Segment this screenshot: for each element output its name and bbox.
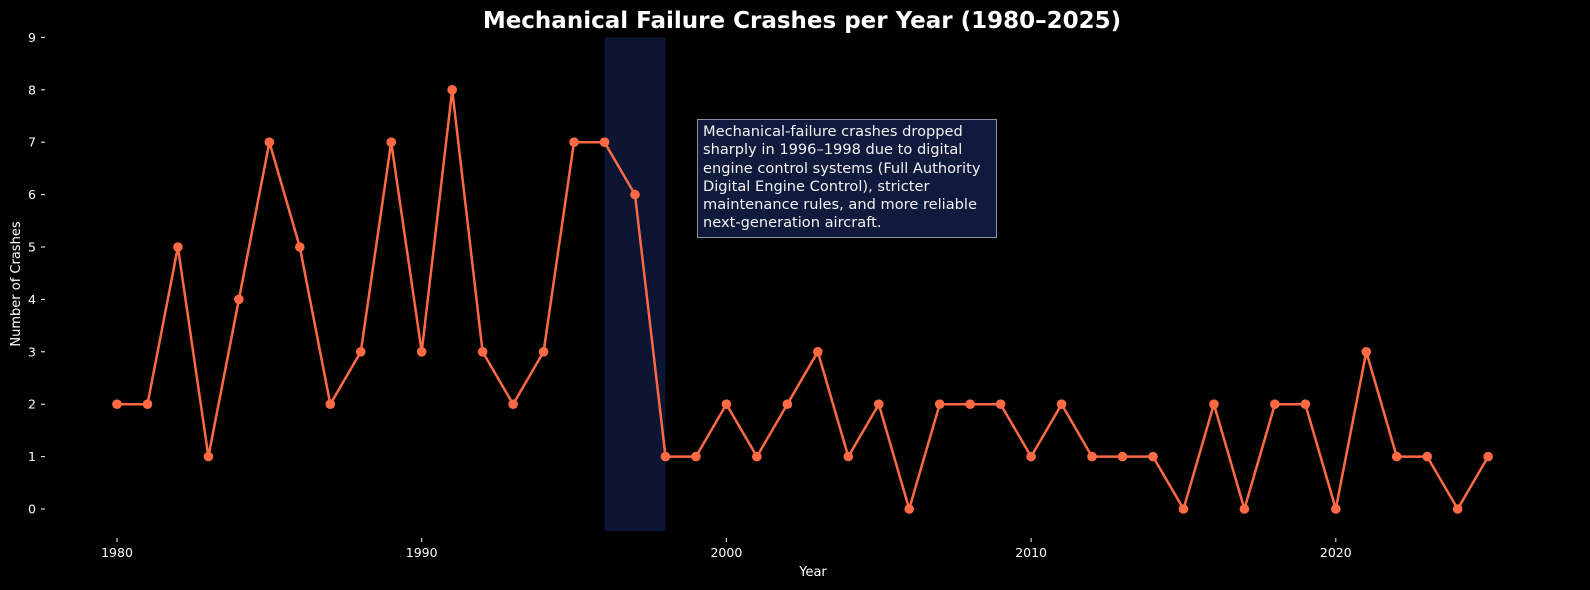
data-point [1148,451,1158,462]
y-tick-label: 8 [28,82,36,97]
y-axis-label: Number of Crashes [9,221,24,346]
data-point [1117,451,1128,462]
data-point [203,451,214,462]
data-point [904,504,915,514]
data-point [1209,399,1219,410]
data-point [1361,347,1372,357]
data-point [1026,451,1036,462]
highlight-span-1996-1998 [604,37,666,531]
data-point [1270,399,1280,410]
y-tick-label: 5 [28,240,36,255]
x-tick-label: 2010 [1015,545,1047,560]
x-tick-label: 2000 [710,545,742,560]
data-point [173,242,183,252]
data-point [965,399,975,410]
data-point [1483,451,1493,462]
data-point [843,451,854,462]
data-point [1178,504,1189,514]
data-point [325,399,336,410]
y-tick-label: 3 [28,344,36,359]
data-point [1391,451,1402,462]
data-point [1331,504,1341,514]
data-point [142,399,153,410]
y-tick-label: 6 [28,187,36,202]
y-tick-label: 2 [28,397,36,412]
data-point [1300,399,1311,410]
data-point [1452,504,1463,514]
data-point [934,399,945,410]
data-point [295,242,305,252]
y-tick-label: 9 [28,30,36,45]
x-tick-label: 1980 [101,545,133,560]
y-tick-label: 4 [28,292,36,307]
data-point [447,85,457,95]
data-point [599,137,610,147]
chart-title: Mechanical Failure Crashes per Year (198… [483,8,1121,34]
y-tick-label: 7 [28,135,36,150]
data-point [355,347,366,357]
data-point [264,137,275,147]
y-axis-ticks: 0 1 2 3 4 5 6 7 8 9 [28,30,45,517]
data-point [721,399,732,410]
x-tick-label: 1990 [406,545,438,560]
data-point [1087,451,1097,462]
data-point [691,451,701,462]
data-point [752,451,762,462]
data-point [1239,504,1250,514]
data-point [782,399,793,410]
data-point [995,399,1006,410]
data-markers [112,85,1493,514]
data-point [873,399,884,410]
data-point [538,347,549,357]
data-point [477,347,488,357]
data-point [508,399,518,410]
data-point [1056,399,1067,410]
y-tick-label: 1 [28,449,36,464]
data-point [386,137,397,147]
data-point [660,451,671,462]
annotation-box: Mechanical-failure crashes dropped sharp… [697,119,997,238]
data-point [813,347,823,357]
data-point [1422,451,1433,462]
data-point [630,189,640,200]
data-point [112,399,122,410]
x-tick-label: 2020 [1320,545,1352,560]
y-tick-label: 0 [28,502,36,517]
data-line [117,88,1490,511]
x-axis-label: Year [798,565,827,580]
data-point [234,294,244,305]
data-point [416,347,427,357]
data-point [569,137,579,147]
x-axis-ticks: 1980 1990 2000 2010 2020 [101,538,1352,560]
